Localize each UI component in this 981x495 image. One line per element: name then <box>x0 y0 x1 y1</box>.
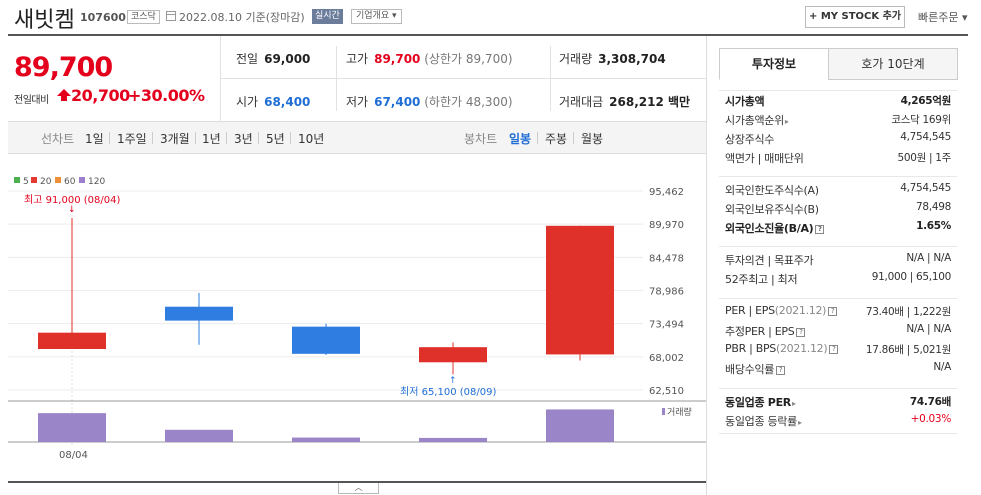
candle-body <box>165 306 233 321</box>
y-tick-label: 84,478 <box>649 253 684 264</box>
quick-order-button[interactable]: 빠른주문 ▾ <box>918 11 968 24</box>
help-icon[interactable]: ? <box>796 328 806 337</box>
company-info-dropdown[interactable]: 기업개요 ▾ <box>351 9 402 24</box>
volume-bar <box>38 413 106 442</box>
period-1d[interactable]: 1일 <box>85 132 104 146</box>
header-divider <box>8 34 968 36</box>
y-tick-label: 89,970 <box>649 220 684 231</box>
help-icon[interactable]: ? <box>829 345 839 354</box>
chart-svg: 5 20 60 120 95,462 89,970 84,478 78,986 73,494 68… <box>8 177 706 461</box>
stat-open: 시가 68,400 <box>236 95 311 109</box>
info-group-opinion: 투자의견 | 목표주가 N/A | N/A 52주최고 | 최저 91,000 | … <box>719 246 957 288</box>
ma-legend-swatch <box>31 177 37 183</box>
stat-amount: 거래대금 268,212 백만 <box>559 95 691 109</box>
y-tick-label: 68,002 <box>649 353 684 364</box>
volume-label: 거래량 <box>667 406 692 418</box>
period-10y[interactable]: 10년 <box>298 132 325 146</box>
help-icon[interactable]: ? <box>815 225 825 234</box>
stock-header: 새빗켐 107600 코스닥 2022.08.10 기준(장마감) 실시간 기업… <box>0 0 981 36</box>
investment-info-panel: 투자정보 호가 10단계 시가총액 4,265억원 시가총액순위▸ 코스닥 169위… <box>706 36 968 495</box>
candle-body <box>38 332 106 349</box>
base-date: 2022.08.10 기준(장마감) <box>179 11 305 24</box>
caret-icon: ▸ <box>784 117 789 126</box>
volume-bar <box>165 429 233 442</box>
candle-chart-label: 봉차트 <box>464 132 498 146</box>
volume-bar <box>419 437 487 442</box>
up-arrow-icon <box>57 89 71 101</box>
market-badge: 코스닥 <box>127 10 160 24</box>
stock-code: 107600 <box>80 11 126 24</box>
candle-weekly[interactable]: 주봉 <box>545 132 568 146</box>
period-5y[interactable]: 5년 <box>266 132 285 146</box>
stat-volume: 거래량 3,308,704 <box>559 52 666 66</box>
ma-legend-label: 20 <box>40 177 52 187</box>
ma-legend-swatch <box>14 177 20 183</box>
y-tick-label: 78,986 <box>649 287 684 298</box>
info-group-valuation: PER | EPS(2021.12)? 73.40배 | 1,222원 추정PER… <box>719 298 957 378</box>
realtime-button[interactable]: 실시간 <box>312 9 343 24</box>
tab-investment-info[interactable]: 투자정보 <box>719 48 829 80</box>
candle-body <box>419 347 487 363</box>
y-tick-label: 95,462 <box>649 187 684 198</box>
period-3m[interactable]: 3개월 <box>160 132 190 146</box>
stat-high: 고가 89,700 (상한가 89,700) <box>346 52 513 66</box>
min-arrow-icon: ↑ <box>449 376 457 386</box>
ma-legend-label: 120 <box>88 177 105 187</box>
help-icon[interactable]: ? <box>828 307 838 316</box>
candle-monthly[interactable]: 월봉 <box>581 132 604 146</box>
y-tick-label: 62,510 <box>649 386 684 397</box>
caret-icon: ▸ <box>791 399 796 408</box>
chart-period-bar: 선차트 1일 1주일 3개월 1년 3년 5년 10년 봉차트 일봉 주봉 월봉 <box>8 121 706 154</box>
add-my-stock-button[interactable]: + MY STOCK 추가 <box>805 6 905 28</box>
max-annotation: 최고 91,000 (08/04) <box>24 194 120 206</box>
calendar-icon <box>166 11 176 21</box>
divider <box>220 36 221 121</box>
info-group-market-cap: 시가총액 4,265억원 시가총액순위▸ 코스닥 169위 상장주식수 4,754,5… <box>719 90 957 167</box>
line-chart-label: 선차트 <box>41 132 75 146</box>
company-name: 새빗켐 <box>14 8 75 33</box>
candle-body <box>546 225 614 355</box>
period-3y[interactable]: 3년 <box>234 132 253 146</box>
max-arrow-icon: ↓ <box>68 205 76 215</box>
volume-bar <box>292 437 360 442</box>
help-icon[interactable]: ? <box>776 366 786 375</box>
bottom-divider <box>8 481 968 483</box>
volume-bar <box>546 409 614 442</box>
x-tick-label: 08/04 <box>59 450 88 461</box>
y-tick-label: 73,494 <box>649 320 684 331</box>
ma-legend-swatch <box>79 177 85 183</box>
current-price: 89,700 <box>14 52 113 83</box>
ma-legend-swatch <box>55 177 61 183</box>
candle-body <box>292 326 360 354</box>
candle-daily[interactable]: 일봉 <box>509 132 532 146</box>
collapse-chevron-icon[interactable]: ︿ <box>338 483 379 494</box>
ma-legend-label: 5 <box>23 177 29 187</box>
tab-orderbook-10[interactable]: 호가 10단계 <box>828 48 958 80</box>
stat-prev: 전일 69,000 <box>236 52 311 66</box>
divider <box>221 78 706 79</box>
min-annotation: 최저 65,100 (08/09) <box>400 386 496 398</box>
change-percent: +30.00% <box>128 86 205 105</box>
ma-legend-label: 60 <box>64 177 76 187</box>
change-value: 20,700 <box>71 86 130 105</box>
candlestick-chart[interactable]: 5 20 60 120 95,462 89,970 84,478 78,986 73,494 68… <box>8 155 706 485</box>
volume-legend-swatch <box>662 408 665 415</box>
period-1w[interactable]: 1주일 <box>117 132 147 146</box>
period-1y[interactable]: 1년 <box>202 132 221 146</box>
caret-icon: ▸ <box>797 418 802 427</box>
info-group-foreign: 외국인한도주식수(A) 4,754,545 외국인보유주식수(B) 78,498 외… <box>719 176 957 237</box>
info-group-sector: 동일업종 PER▸ 74.76배 동일업종 등락률▸ +0.03% <box>719 388 957 430</box>
change-label: 전일대비 <box>14 95 49 106</box>
stat-low: 저가 67,400 (하한가 48,300) <box>346 95 513 109</box>
